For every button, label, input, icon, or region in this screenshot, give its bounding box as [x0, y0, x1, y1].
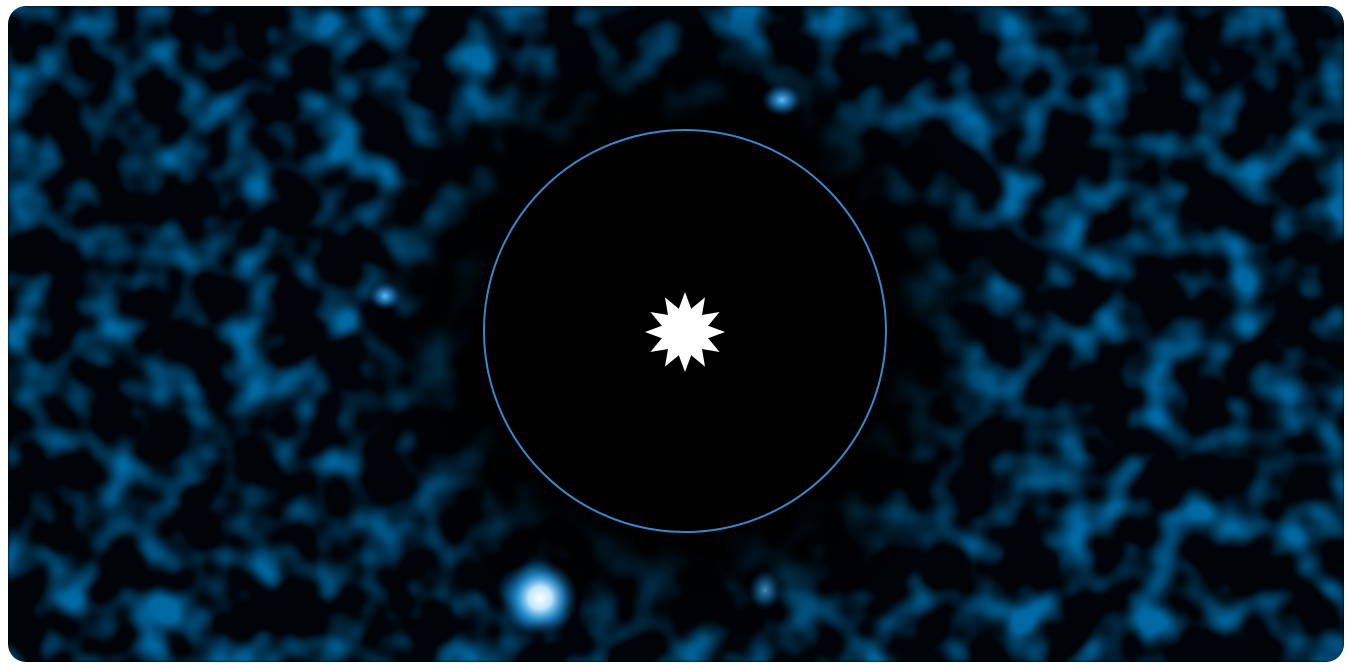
- spot: [369, 282, 401, 310]
- spot: [749, 570, 781, 610]
- mask-circle: [483, 129, 887, 533]
- planet: [502, 560, 578, 636]
- spot: [762, 84, 802, 116]
- star: [645, 292, 725, 372]
